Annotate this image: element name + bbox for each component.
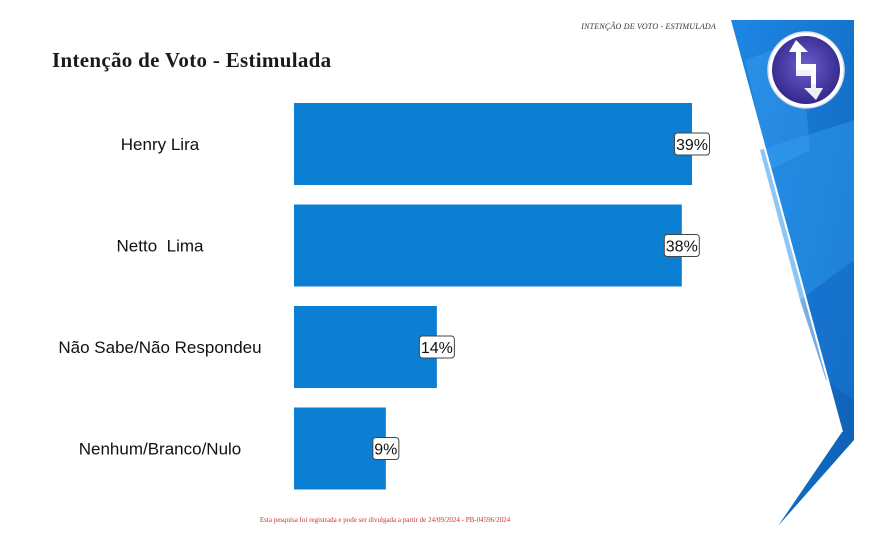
footer-note: Esta pesquisa foi registrada e pode ser …	[259, 516, 511, 524]
category-label-2: Não Sabe/Não Respondeu	[58, 338, 261, 357]
value-label-box-1	[663, 234, 700, 257]
category-label-3: Nenhum/Branco/Nulo	[79, 440, 242, 459]
header-note: INTENÇÃO DE VOTO - ESTIMULADA	[581, 22, 716, 31]
category-label-1: Netto Lima	[117, 237, 204, 256]
value-label-1: 38%	[666, 239, 698, 256]
bar-0	[294, 103, 692, 185]
side-panel-facet	[760, 120, 854, 300]
value-label-box-0	[674, 132, 710, 156]
bar-3	[294, 407, 386, 490]
page-title: Intenção de Voto - Estimulada	[52, 48, 332, 72]
company-logo	[767, 31, 845, 109]
value-label-box-2	[418, 335, 455, 359]
value-label-0: 39%	[676, 137, 708, 154]
bar-1	[294, 204, 682, 287]
category-label-0: Henry Lira	[121, 135, 200, 154]
value-label-box-3	[372, 437, 400, 460]
bar-2	[294, 306, 437, 388]
side-panel-facet	[800, 260, 854, 400]
value-label-3: 9%	[374, 442, 397, 459]
value-label-2: 14%	[421, 340, 453, 357]
side-panel-edge	[729, 19, 843, 433]
